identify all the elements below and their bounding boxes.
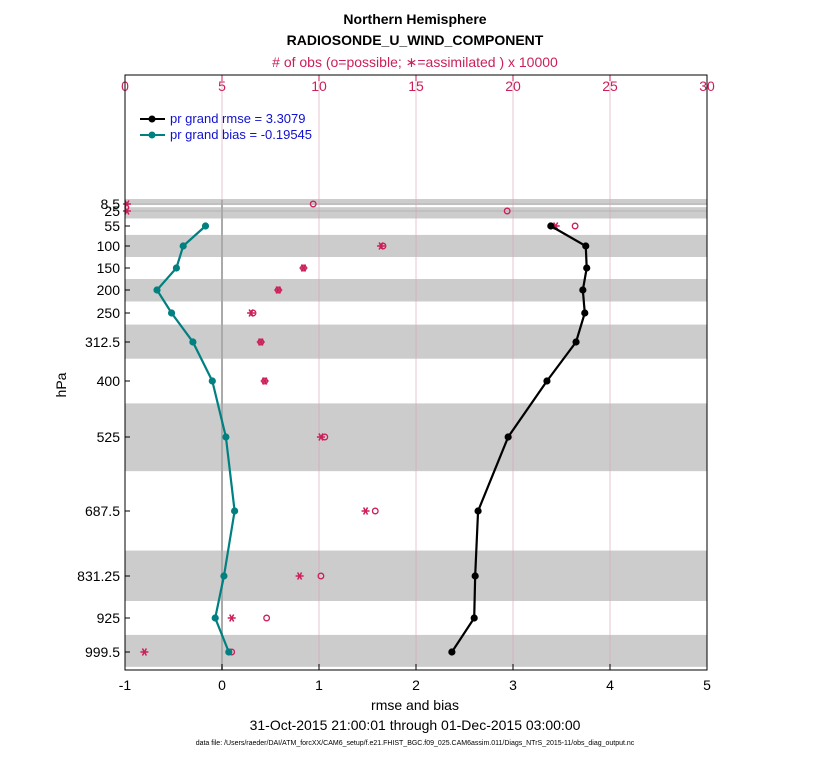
rmse-point [470, 614, 478, 622]
legend-bias-label: pr grand bias = -0.19545 [170, 127, 312, 142]
bias-point [211, 614, 219, 622]
x-tick-label: 1 [315, 677, 323, 693]
obs-assimilated-marker [316, 433, 325, 441]
y-tick-label: 100 [97, 238, 121, 254]
y-tick-label: 687.5 [85, 503, 120, 519]
rmse-point [471, 572, 479, 580]
x-tick-label: 5 [703, 677, 711, 693]
bias-point [189, 338, 197, 346]
x-tick-label: 3 [509, 677, 517, 693]
top-tick-label: 5 [218, 78, 226, 94]
obs-assimilated-marker [274, 286, 283, 294]
top-tick-label: 25 [602, 78, 618, 94]
y-tick-label: 25 [104, 203, 120, 219]
obs-markers [122, 200, 579, 656]
obs-possible-marker [571, 222, 579, 230]
obs-assimilated-marker [361, 507, 370, 515]
rmse-line [450, 225, 588, 653]
bias-point [231, 507, 239, 515]
bias-point [167, 309, 176, 317]
footnote: data file: /Users/raeder/DAI/ATM_forcXX/… [196, 740, 635, 747]
rmse-point [582, 242, 590, 250]
bias-point [179, 242, 187, 250]
chart-title: Northern Hemisphere [343, 11, 486, 27]
x-tick-label: 2 [412, 677, 420, 693]
obs-assimilated-marker [247, 309, 256, 317]
plot-frame [124, 74, 708, 671]
obs-assimilated-marker [260, 377, 269, 385]
bias-point [153, 286, 161, 294]
rmse-point [579, 286, 587, 294]
obs-assimilated-marker [122, 200, 131, 208]
obs-possible-marker [503, 207, 511, 215]
rmse-point [474, 507, 482, 515]
y-tick-label: 925 [97, 610, 121, 626]
y-tick-label: 525 [97, 429, 121, 445]
obs-possible-marker [371, 507, 379, 515]
bias-point [208, 377, 216, 385]
top-tick-label: 15 [408, 78, 424, 94]
x-axis-label: rmse and bias [371, 697, 459, 713]
y-axis-label: hPa [53, 372, 69, 397]
y-tick-label: 831.25 [77, 568, 120, 584]
obs-assimilated-marker [122, 207, 131, 215]
bias-point [172, 264, 181, 272]
rmse-point [504, 433, 512, 441]
obs-assimilated-marker [377, 242, 386, 250]
x-tick-label: 4 [606, 677, 614, 693]
rmse-point [547, 222, 555, 230]
legend-rmse-marker [148, 115, 156, 123]
legend-bias-marker [148, 131, 156, 139]
obs-possible-marker [309, 200, 317, 208]
top-axis-label: # of obs (o=possible; ∗=assimilated ) x … [272, 54, 558, 70]
y-tick-label: 8.5 [101, 196, 121, 212]
bias-point [201, 222, 210, 230]
bias-line [155, 225, 236, 653]
x-tick-label: -1 [119, 677, 132, 693]
y-tick-label: 55 [104, 218, 120, 234]
y-tick-label: 250 [97, 305, 121, 321]
obs-assimilated-marker [295, 572, 304, 580]
rmse-point [572, 338, 580, 346]
top-tick-label: 20 [505, 78, 521, 94]
y-tick-label: 200 [97, 282, 121, 298]
bias-point [225, 648, 233, 656]
legend-rmse-label: pr grand rmse = 3.3079 [170, 111, 306, 126]
obs-assimilated-marker [140, 648, 149, 656]
rmse-point [543, 377, 551, 385]
legend: pr grand rmse = 3.3079 pr grand bias = -… [140, 111, 312, 142]
y-tick-label: 400 [97, 373, 121, 389]
x-tick-label: 0 [218, 677, 226, 693]
obs-assimilated-marker [299, 264, 308, 272]
top-tick-label: 10 [311, 78, 327, 94]
bias-point [220, 572, 228, 580]
rmse-point [581, 309, 589, 317]
rmse-point [583, 264, 591, 272]
date-range: 31-Oct-2015 21:00:01 through 01-Dec-2015… [250, 717, 581, 733]
obs-possible-marker [317, 572, 325, 580]
y-tick-label: 999.5 [85, 644, 120, 660]
bias-point [222, 433, 230, 441]
y-tick-label: 312.5 [85, 334, 120, 350]
obs-assimilated-marker [256, 338, 265, 346]
obs-possible-marker [263, 614, 271, 622]
rmse-point [448, 648, 456, 656]
series-lines [153, 222, 591, 656]
obs-assimilated-marker [227, 614, 236, 622]
chart-subtitle: RADIOSONDE_U_WIND_COMPONENT [287, 32, 544, 48]
y-tick-label: 150 [97, 260, 121, 276]
